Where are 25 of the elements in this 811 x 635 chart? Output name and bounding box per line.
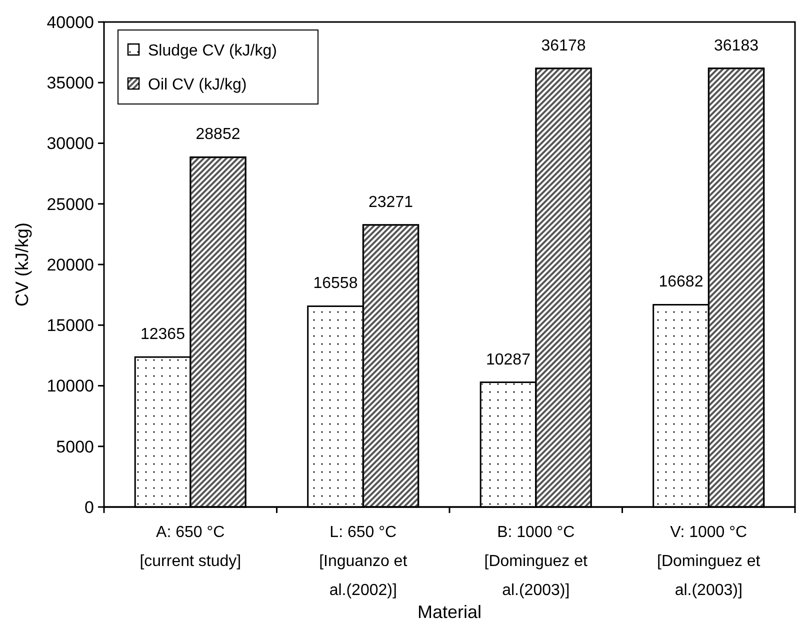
legend-label: Sludge CV (kJ/kg): [148, 42, 277, 60]
x-tick-label: B: 1000 °C [Dominguez et al.(2003)]: [484, 524, 588, 599]
x-tick-label: L: 650 °C [Inguanzo et al.(2002)]: [319, 524, 408, 599]
y-tick-label: 40000: [46, 12, 94, 32]
y-tick-label: 20000: [46, 255, 94, 274]
legend-label: Oil CV (kJ/kg): [148, 76, 247, 94]
y-tick-label: 5000: [56, 437, 94, 456]
y-axis-title: CV (kJ/kg): [12, 222, 32, 307]
x-tick-label: A: 650 °C [current study]: [140, 524, 242, 570]
data-label: 28852: [196, 126, 240, 144]
y-tick-label: 0: [84, 498, 94, 517]
data-label: 10287: [486, 351, 531, 368]
x-axis-title: Material: [417, 602, 482, 622]
data-label: 12365: [140, 326, 186, 344]
data-label: 16558: [313, 275, 358, 292]
y-tick-label: 15000: [46, 316, 94, 336]
y-tick-label: 10000: [46, 376, 94, 396]
x-tick-label: V: 1000 °C [Dominguez et al.(2003)]: [657, 524, 761, 599]
y-tick-label: 30000: [46, 134, 94, 154]
y-tick-label: 35000: [46, 74, 94, 93]
data-label: 36183: [714, 37, 759, 54]
data-label: 16682: [658, 274, 704, 291]
data-label: 36178: [541, 37, 586, 54]
y-tick-label: 25000: [46, 194, 94, 214]
data-label: 23271: [368, 194, 414, 211]
